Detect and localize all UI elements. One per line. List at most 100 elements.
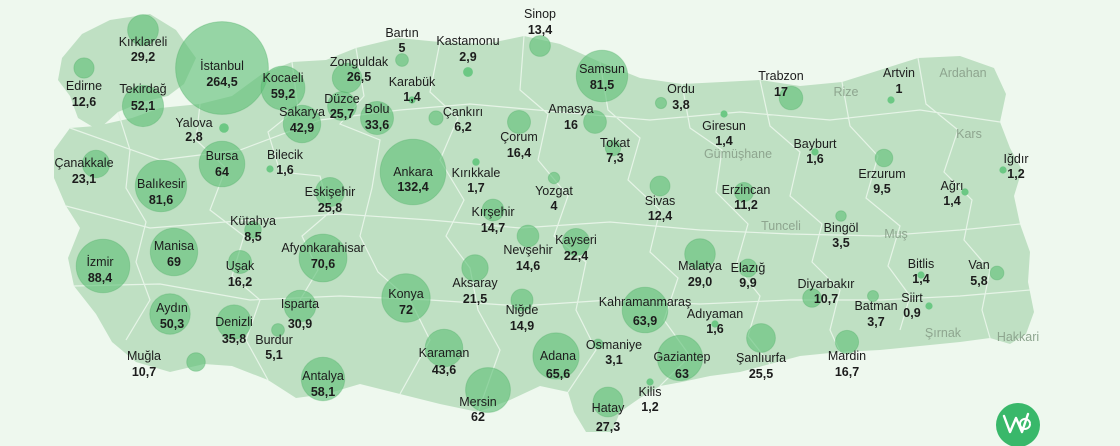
value-bolu: 33,6 [365,118,389,132]
bubble-kutahya [244,221,262,239]
label-manisa: Manisa [154,239,194,253]
value-samsun: 81,5 [590,78,614,92]
province-label-kars: Kars [956,127,982,141]
value-yalova: 2,8 [185,130,202,144]
bubble-konya [381,273,431,323]
label-kahramanmaras: Kahramanmaraş [599,295,691,309]
bubble-i-zmir [75,238,131,294]
bubble-bingol [835,210,847,222]
label-kirklareli: Kırklareli [119,35,168,49]
bubble-agri [961,188,969,196]
province-label-gumushane: Gümüşhane [704,147,772,161]
value-balikesir: 81,6 [149,193,173,207]
value-bitlis: 1,4 [912,272,929,286]
bubble-batman [867,290,879,302]
value-bingol: 3,5 [832,236,849,250]
thrace-land [58,14,196,130]
label-kayseri: Kayseri [555,233,597,247]
label-bayburt: Bayburt [793,137,837,151]
label-canakkale: Çanakkale [54,156,113,170]
bubble-siirt [925,302,933,310]
value-yozgat: 4 [551,199,558,213]
label-afyonkarahisar: Afyonkarahisar [281,241,364,255]
bubble-edirne [73,57,95,79]
bubble-giresun [720,110,728,118]
label-i-zmir: İzmir [86,255,113,269]
bubble-layer [73,14,1007,418]
label-aydin: Aydın [156,301,188,315]
brand-logo-icon [996,403,1040,446]
bubble-sanliurfa [746,323,776,353]
value-antalya: 58,1 [311,385,335,399]
label-mugla: Muğla [127,349,161,363]
bubble-sivas [649,175,671,197]
label-tekirdag: Tekirdağ [119,82,166,96]
label-kastamonu: Kastamonu [436,34,499,48]
bubble-osmaniye [592,338,604,350]
label-kutahya: Kütahya [230,214,276,228]
value-canakkale: 23,1 [72,172,96,186]
label-bitlis: Bitlis [908,257,934,271]
value-denizli: 35,8 [222,332,246,346]
bubble-tokat [604,139,622,157]
value-agri: 1,4 [943,194,960,208]
bubble-tekirdag [121,84,165,128]
label-bursa: Bursa [206,149,239,163]
bubble-denizli [216,304,252,340]
label-bilecik: Bilecik [267,148,304,162]
bubble-i-stanbul [175,21,269,115]
value-adana: 65,6 [546,367,570,381]
label-tokat: Tokat [600,136,630,150]
value-bayburt: 1,6 [806,152,823,166]
province-label-ardahan: Ardahan [939,66,986,80]
bubble-nigde [510,288,534,312]
value-van: 5,8 [970,274,987,288]
bubble-diyarbakir [802,288,822,308]
label-mardin: Mardin [828,349,866,363]
label-giresun: Giresun [702,119,746,133]
value-aydin: 50,3 [160,317,184,331]
label-konya: Konya [388,287,423,301]
value-erzurum: 9,5 [873,182,890,196]
label-igdir: Iğdır [1003,152,1028,166]
bubble-elazig [738,258,758,278]
value-i-stanbul: 264,5 [206,75,237,89]
value-ordu: 3,8 [672,98,689,112]
value-mugla: 10,7 [132,365,156,379]
value-trabzon: 17 [774,85,788,99]
value-kilis: 1,2 [641,400,658,414]
value-igdir: 1,2 [1007,167,1024,181]
value-kirklareli: 29,2 [131,50,155,64]
value-bartin: 5 [399,41,406,55]
bubble-sinop [529,35,551,57]
label-usak: Uşak [226,259,255,273]
bubble-bolu [360,101,394,135]
label-elazig: Elazığ [731,261,766,275]
bubble-bursa [198,140,246,188]
label-aksaray: Aksaray [452,276,498,290]
bubble-duzce [327,91,357,121]
label-hatay: Hatay [592,401,625,415]
label-sanliurfa: Şanlıurfa [736,351,786,365]
bubble-van [989,265,1005,281]
value-i-zmir: 88,4 [88,271,112,285]
bubble-mersin [465,367,511,413]
province-label-rize: Rize [833,85,858,99]
label-yalova: Yalova [175,116,212,130]
value-mersin: 62 [471,410,485,424]
province-borders [65,35,1031,413]
bubble-bayburt [811,148,819,156]
label-batman: Batman [854,299,897,313]
value-karaman: 43,6 [432,363,456,377]
value-nigde: 14,9 [510,319,534,333]
value-erzincan: 11,2 [734,198,758,212]
value-edirne: 12,6 [72,95,96,109]
province-label-mus: Muş [884,227,908,241]
value-kocaeli: 59,2 [271,87,295,101]
label-siirt: Siirt [901,291,923,305]
value-kirsehir: 14,7 [481,221,505,235]
label-osmaniye: Osmaniye [586,338,642,352]
label-amasya: Amasya [548,102,593,116]
